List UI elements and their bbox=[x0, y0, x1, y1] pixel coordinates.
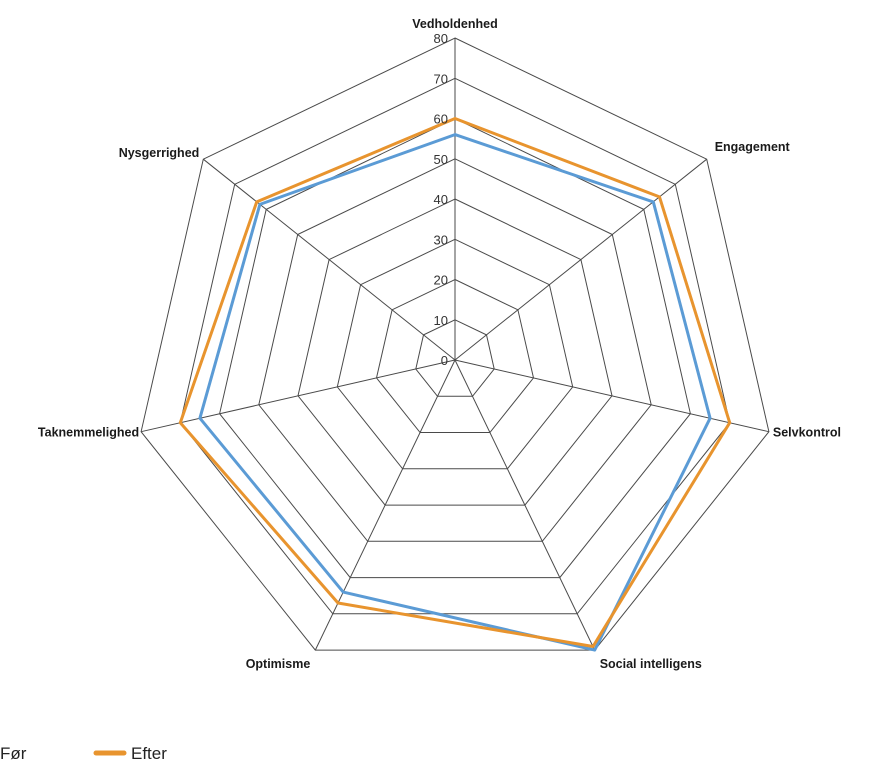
grid-ring bbox=[375, 278, 535, 433]
grid-ring bbox=[179, 77, 731, 615]
grid-ring bbox=[140, 37, 770, 651]
axis-label: Nysgerrighed bbox=[119, 146, 200, 160]
tick-label: 50 bbox=[434, 152, 448, 167]
tick-labels: 0 10 20 30 40 50 60 70 80 bbox=[434, 31, 448, 368]
tick-label: 60 bbox=[434, 112, 448, 127]
axis-spoke bbox=[140, 359, 456, 433]
grid-ring bbox=[219, 117, 691, 579]
grid-ring bbox=[415, 319, 495, 397]
legend-label-before: Før bbox=[0, 744, 27, 763]
series-line-before bbox=[198, 133, 712, 652]
tick-label: 30 bbox=[434, 232, 448, 247]
tick-label: 10 bbox=[434, 313, 448, 328]
grid bbox=[140, 37, 770, 651]
axis-label: Taknemmelighed bbox=[38, 426, 139, 440]
legend-item-after: Efter bbox=[93, 744, 167, 763]
grid-ring bbox=[297, 198, 613, 506]
axis-label: Vedholdenhed bbox=[412, 17, 497, 31]
axis-label: Selvkontrol bbox=[773, 426, 841, 440]
axis-spoke bbox=[202, 158, 456, 361]
axis-label: Engagement bbox=[715, 140, 791, 154]
tick-label: 0 bbox=[441, 353, 448, 368]
axis-labels: Vedholdenhed Engagement Selvkontrol Social … bbox=[38, 17, 841, 671]
series-line-after bbox=[178, 117, 732, 648]
legend-label-after: Efter bbox=[131, 744, 167, 763]
tick-label: 70 bbox=[434, 71, 448, 86]
axis-spoke bbox=[454, 359, 596, 651]
axis-spoke bbox=[454, 359, 770, 433]
series-layer bbox=[178, 117, 732, 652]
tick-label: 80 bbox=[434, 31, 448, 46]
grid-ring bbox=[336, 238, 574, 470]
axis-label: Optimisme bbox=[246, 657, 311, 671]
axis-label: Social intelligens bbox=[600, 657, 702, 671]
legend: Før Efter bbox=[0, 744, 167, 763]
tick-label: 20 bbox=[434, 273, 448, 288]
axis-spoke bbox=[454, 158, 708, 361]
legend-item-before: Før bbox=[0, 744, 27, 763]
tick-label: 40 bbox=[434, 192, 448, 207]
grid-ring bbox=[258, 158, 652, 542]
